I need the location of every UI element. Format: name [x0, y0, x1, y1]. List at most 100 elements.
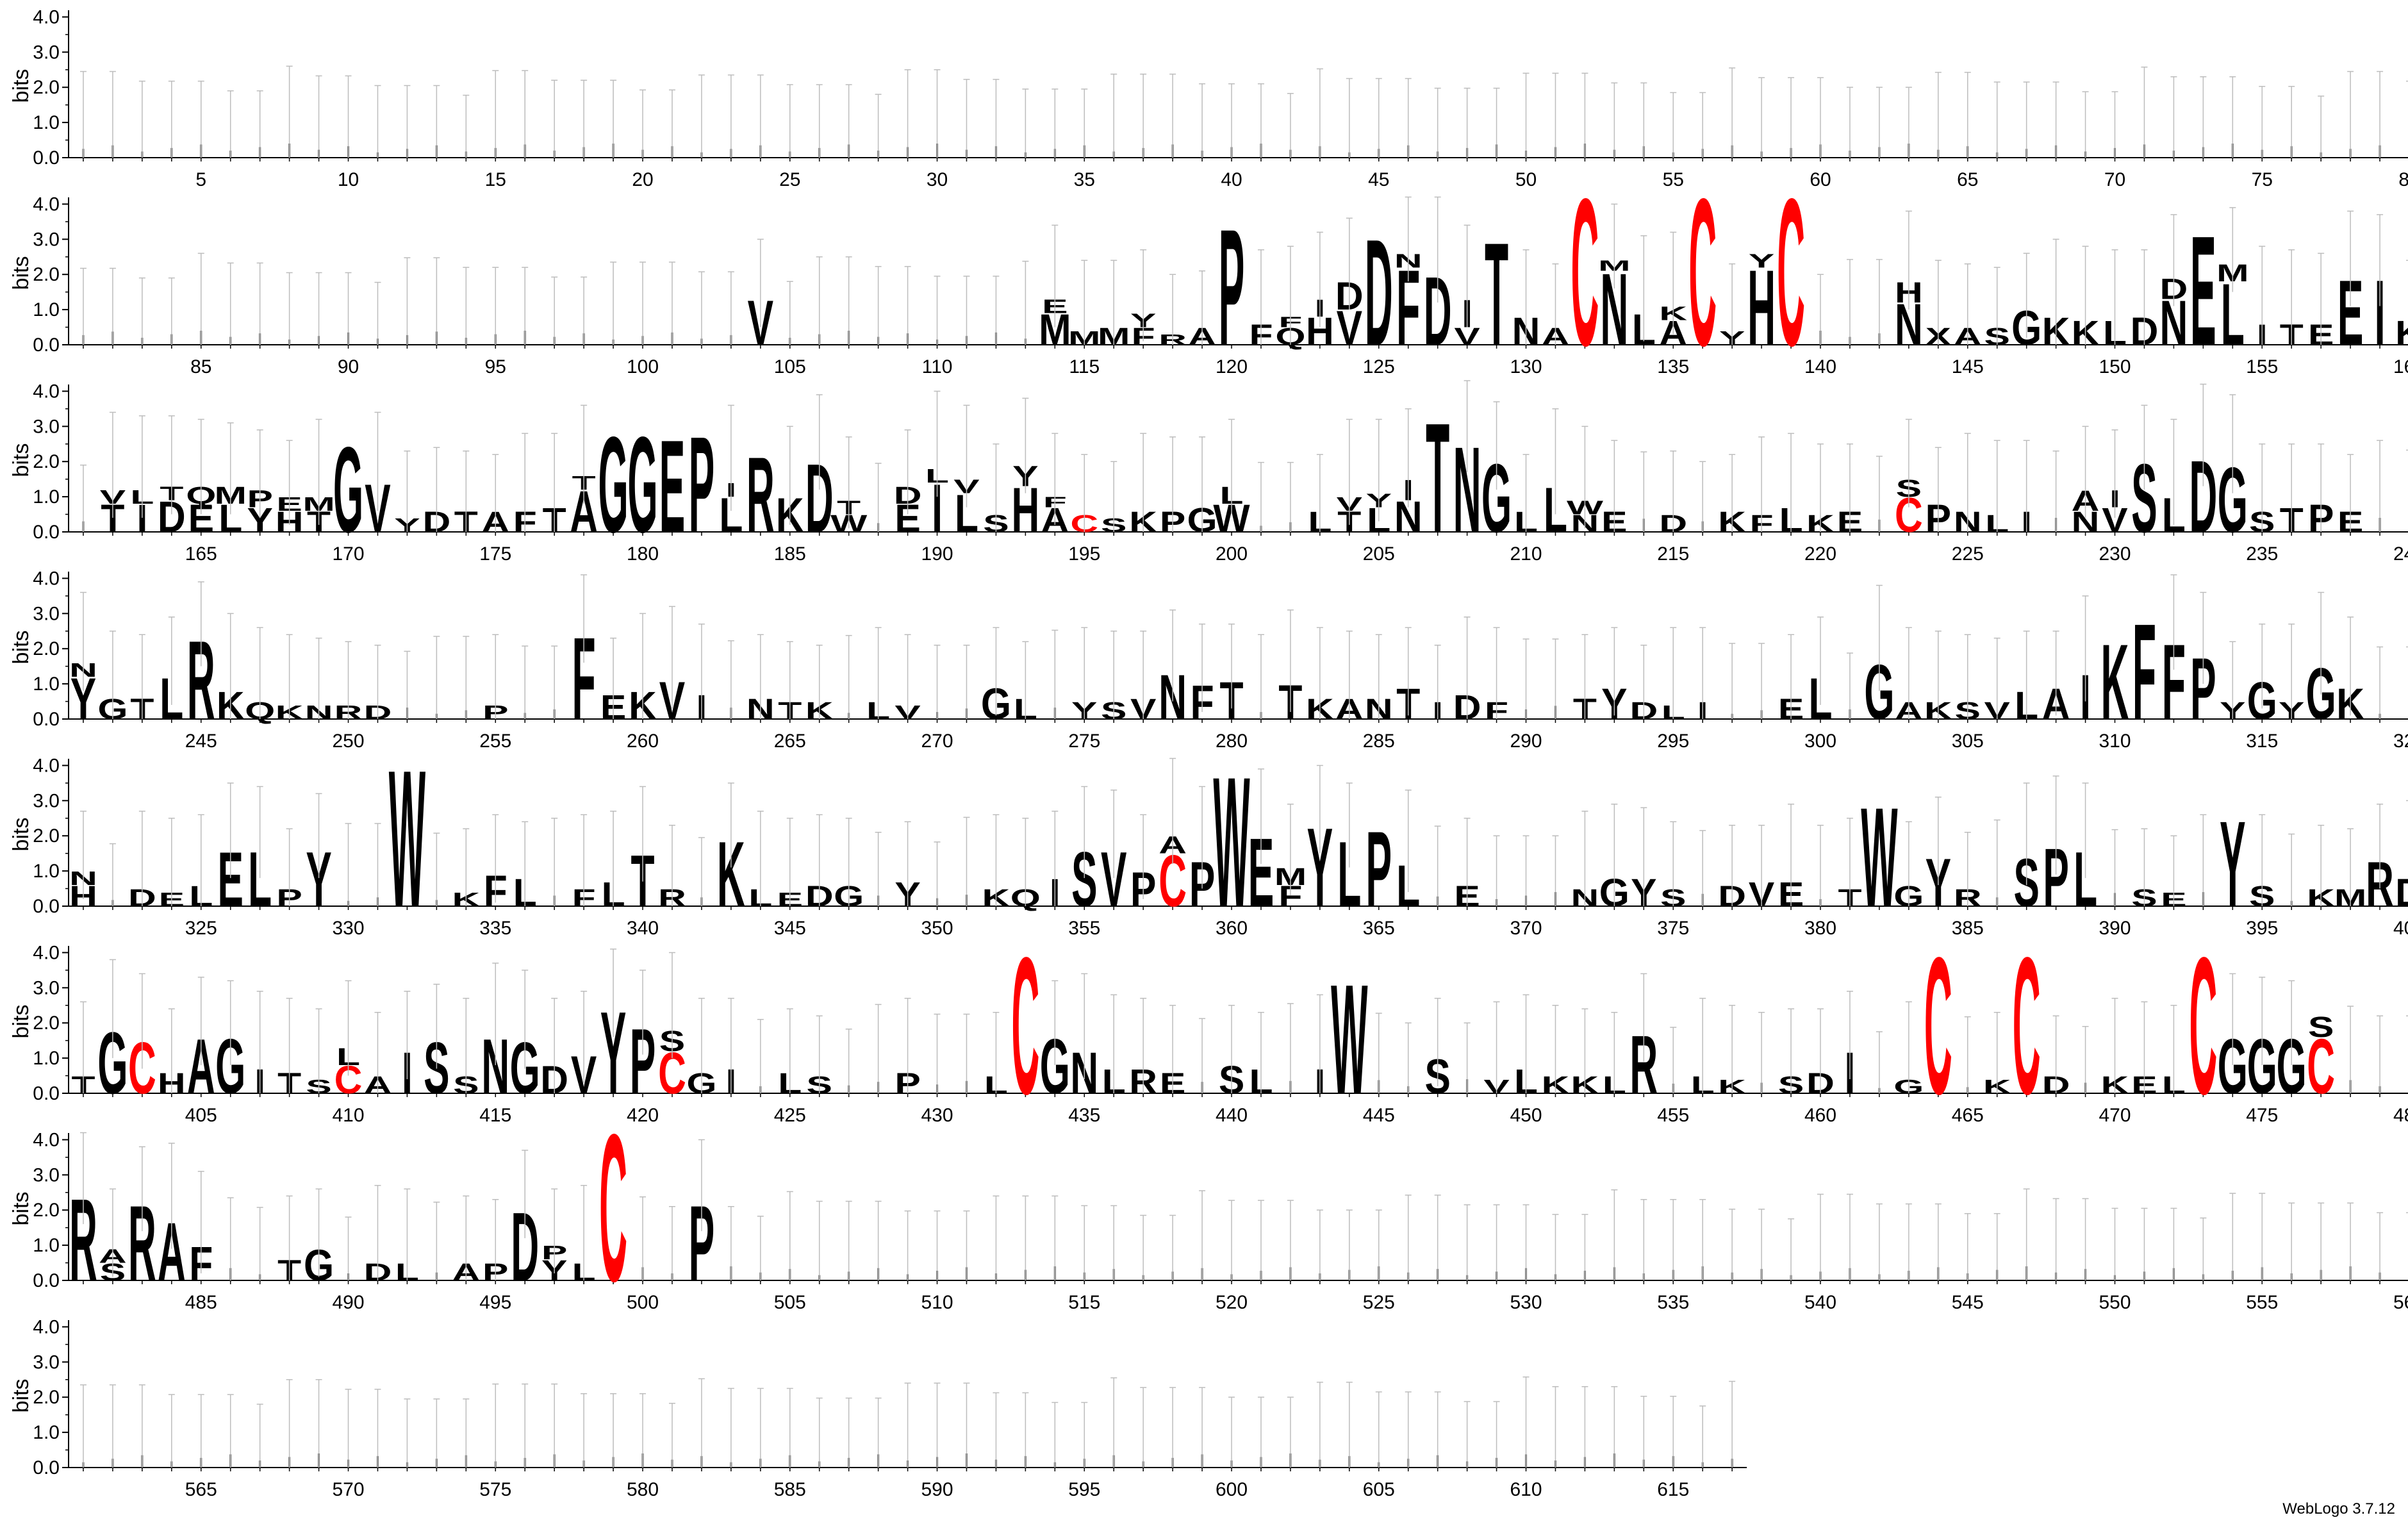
y-tick-label: 0.0 — [33, 522, 60, 543]
x-tick-label: 595 — [1068, 1479, 1100, 1500]
y-tick-label: 3.0 — [33, 1164, 60, 1186]
x-tick-label: 560 — [2393, 1292, 2408, 1313]
logo-letter-k: K — [2395, 314, 2408, 352]
x-tick-label: 160 — [2393, 356, 2408, 377]
x-tick-label: 400 — [2393, 918, 2408, 939]
y-tick-label: 2.0 — [33, 1013, 60, 1034]
x-tick-label: 35 — [1074, 169, 1095, 190]
y-axis-title: bits — [9, 631, 33, 665]
x-tick-label: 150 — [2099, 356, 2131, 377]
logo-letter-p: P — [689, 409, 714, 561]
logo-letter-i: I — [2375, 260, 2386, 365]
y-tick-label: 2.0 — [33, 77, 60, 98]
logo-letter-v: V — [1337, 301, 1362, 355]
logo-letter-c: C — [1011, 916, 1039, 1135]
x-tick-label: 90 — [338, 356, 359, 377]
logo-letter-e: E — [659, 414, 685, 561]
y-tick-label: 0.0 — [33, 1083, 60, 1104]
y-tick-label: 1.0 — [33, 299, 60, 320]
y-tick-label: 4.0 — [33, 942, 60, 963]
x-tick-label: 175 — [479, 543, 511, 565]
x-tick-label: 505 — [774, 1292, 806, 1313]
y-tick-label: 4.0 — [33, 194, 60, 215]
x-tick-label: 380 — [1804, 918, 1836, 939]
x-tick-label: 530 — [1510, 1292, 1542, 1313]
x-tick-label: 370 — [1510, 918, 1542, 939]
x-tick-label: 385 — [1952, 918, 1984, 939]
logo-row: 0.0 1.0 2.0 3.0 4.0 bits 405 410 415 420 425 430 435… — [9, 916, 2408, 1135]
x-tick-label: 555 — [2246, 1292, 2278, 1313]
x-tick-label: 510 — [921, 1292, 953, 1313]
x-tick-label: 250 — [332, 731, 364, 752]
logo-letter-f: F — [2132, 596, 2156, 749]
logo-letter-y: Y — [2220, 795, 2245, 932]
y-tick-label: 1.0 — [33, 1235, 60, 1256]
x-tick-label: 605 — [1363, 1479, 1395, 1500]
x-tick-label: 610 — [1510, 1479, 1542, 1500]
y-tick-label: 1.0 — [33, 1422, 60, 1443]
x-tick-label: 130 — [1510, 356, 1542, 377]
logo-letter-t: T — [1426, 390, 1449, 565]
logo-letter-d: D — [1365, 208, 1393, 377]
logo-letter-c: C — [1571, 155, 1599, 390]
y-tick-label: 0.0 — [33, 1270, 60, 1291]
y-tick-label: 4.0 — [33, 6, 60, 28]
x-tick-label: 450 — [1510, 1105, 1542, 1126]
logo-letter-y: Y — [1749, 251, 1774, 272]
x-tick-label: 195 — [1068, 543, 1100, 565]
y-tick-label: 1.0 — [33, 1048, 60, 1069]
y-tick-label: 3.0 — [33, 416, 60, 437]
x-tick-label: 190 — [921, 543, 953, 565]
x-tick-label: 310 — [2099, 731, 2131, 752]
logo-letter-w: W — [1861, 779, 1897, 937]
x-tick-label: 480 — [2393, 1105, 2408, 1126]
x-tick-label: 425 — [774, 1105, 806, 1126]
logo-letter-p: P — [1219, 195, 1244, 380]
x-tick-label: 170 — [332, 543, 364, 565]
logo-letter-k: K — [2101, 622, 2129, 741]
x-tick-label: 205 — [1363, 543, 1395, 565]
x-tick-label: 355 — [1068, 918, 1100, 939]
logo-letter-s: S — [2308, 1011, 2334, 1043]
y-tick-label: 4.0 — [33, 568, 60, 589]
y-axis-title: bits — [9, 1005, 33, 1039]
x-tick-label: 600 — [1216, 1479, 1248, 1500]
logo-letter-w: W — [389, 729, 425, 948]
x-tick-label: 10 — [338, 169, 359, 190]
x-tick-label: 105 — [774, 356, 806, 377]
x-tick-label: 590 — [921, 1479, 953, 1500]
x-tick-label: 440 — [1216, 1105, 1248, 1126]
x-tick-label: 545 — [1952, 1292, 1984, 1313]
x-tick-label: 45 — [1368, 169, 1389, 190]
x-tick-label: 240 — [2393, 543, 2408, 565]
y-tick-label: 0.0 — [33, 896, 60, 917]
logo-letter-c: C — [599, 1091, 627, 1325]
x-tick-label: 490 — [332, 1292, 364, 1313]
x-tick-label: 20 — [632, 169, 653, 190]
x-tick-label: 500 — [627, 1292, 659, 1313]
y-tick-label: 2.0 — [33, 825, 60, 847]
logo-letter-w: W — [1213, 740, 1249, 947]
x-tick-label: 540 — [1804, 1292, 1836, 1313]
x-tick-label: 410 — [332, 1105, 364, 1126]
x-tick-label: 255 — [479, 731, 511, 752]
x-tick-label: 460 — [1804, 1105, 1836, 1126]
x-tick-label: 220 — [1804, 543, 1836, 565]
logo-letter-i: I — [932, 470, 943, 547]
x-tick-label: 80 — [2398, 169, 2408, 190]
x-tick-label: 145 — [1952, 356, 1984, 377]
y-tick-label: 1.0 — [33, 112, 60, 133]
logo-letter-g: G — [598, 409, 629, 561]
logo-letter-e: E — [2190, 203, 2216, 378]
x-tick-label: 520 — [1216, 1292, 1248, 1313]
y-tick-label: 4.0 — [33, 755, 60, 776]
logo-letter-d: D — [2395, 871, 2408, 914]
x-tick-label: 320 — [2393, 731, 2408, 752]
x-tick-label: 475 — [2246, 1105, 2278, 1126]
y-tick-label: 0.0 — [33, 1457, 60, 1478]
logo-letter-h: H — [1747, 247, 1776, 367]
y-axis-title: bits — [9, 818, 33, 852]
y-tick-label: 2.0 — [33, 638, 60, 659]
logo-row: 0.0 1.0 2.0 3.0 4.0 bits 325 330 335 340 345 350 355… — [9, 729, 2408, 948]
y-tick-label: 3.0 — [33, 1352, 60, 1373]
